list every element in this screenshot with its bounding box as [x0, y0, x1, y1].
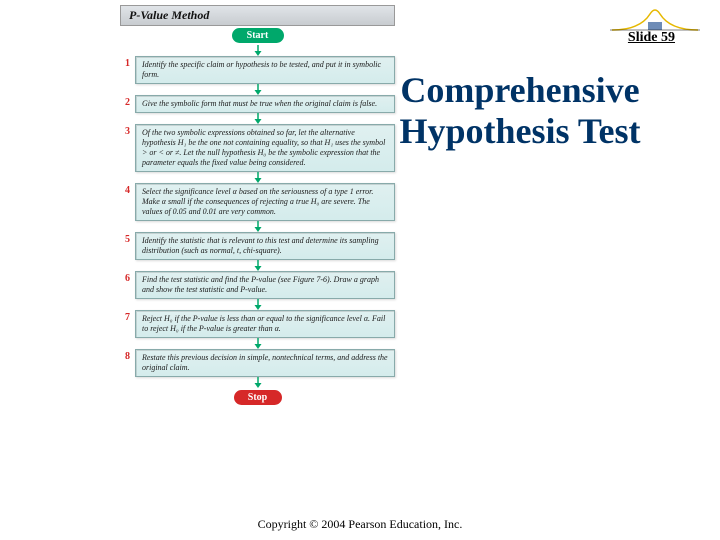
step-number: 3 [120, 124, 130, 137]
step-box: Reject H₀ if the P-value is less than or… [135, 310, 395, 338]
start-pill: Start [232, 28, 284, 43]
step-box: Restate this previous decision in simple… [135, 349, 395, 377]
arrow-down-icon [120, 299, 395, 310]
step-number: 8 [120, 349, 130, 362]
flow-step: 1 Identify the specific claim or hypothes… [120, 56, 395, 84]
step-box: Give the symbolic form that must be true… [135, 95, 395, 113]
slide-number: Slide 59 [628, 30, 675, 46]
stop-pill: Stop [234, 390, 282, 405]
flow-step: 8 Restate this previous decision in simpl… [120, 349, 395, 377]
arrow-down-icon [120, 221, 395, 232]
step-box: Of the two symbolic expressions obtained… [135, 124, 395, 172]
flow-step: 4 Select the significance level α based o… [120, 183, 395, 221]
step-box: Find the test statistic and find the P-v… [135, 271, 395, 299]
step-number: 7 [120, 310, 130, 323]
step-number: 2 [120, 95, 130, 108]
flowchart-header: P-Value Method [120, 5, 395, 26]
flow-step: 6 Find the test statistic and find the P-… [120, 271, 395, 299]
arrow-down-icon [120, 113, 395, 124]
flowchart: P-Value Method Start 1 Identify the speci… [120, 5, 395, 407]
flow-step: 5 Identify the statistic that is relevant… [120, 232, 395, 260]
step-number: 4 [120, 183, 130, 196]
arrow-down-icon [120, 260, 395, 271]
step-number: 1 [120, 56, 130, 69]
copyright-footer: Copyright © 2004 Pearson Education, Inc. [258, 517, 463, 532]
step-number: 5 [120, 232, 130, 245]
flow-step: 2 Give the symbolic form that must be tru… [120, 95, 395, 113]
flow-step: 3 Of the two symbolic expressions obtaine… [120, 124, 395, 172]
arrow-down-icon [120, 377, 395, 388]
page-title: Comprehensive Hypothesis Test [350, 70, 690, 153]
step-box: Select the significance level α based on… [135, 183, 395, 221]
step-box: Identify the statistic that is relevant … [135, 232, 395, 260]
flow-step: 7 Reject H₀ if the P-value is less than o… [120, 310, 395, 338]
arrow-down-icon [120, 45, 395, 56]
step-box: Identify the specific claim or hypothesi… [135, 56, 395, 84]
arrow-down-icon [120, 84, 395, 95]
arrow-down-icon [120, 338, 395, 349]
arrow-down-icon [120, 172, 395, 183]
step-number: 6 [120, 271, 130, 284]
